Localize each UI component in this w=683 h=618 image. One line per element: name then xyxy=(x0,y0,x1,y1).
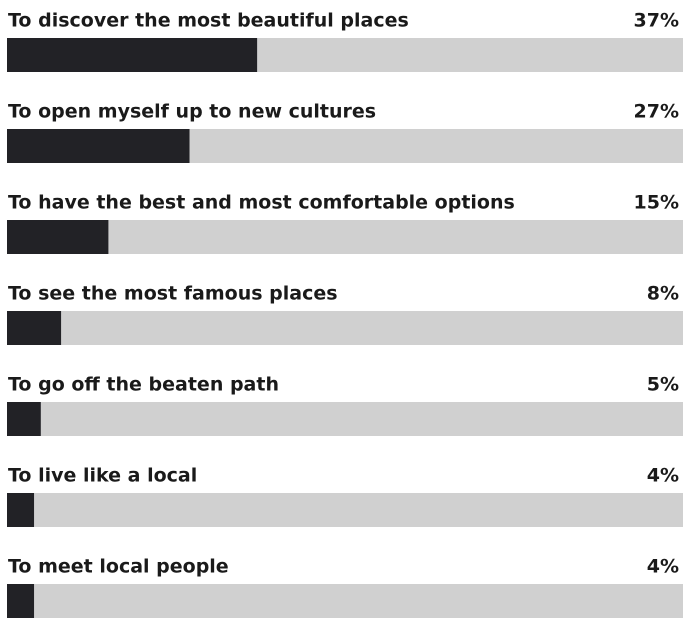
bar-track xyxy=(7,311,683,345)
bar-label: To discover the most beautiful places xyxy=(8,10,409,32)
bar xyxy=(7,311,62,345)
bar-label: To meet local people xyxy=(8,556,229,578)
bar-label: To see the most famous places xyxy=(8,283,338,305)
bar xyxy=(7,493,35,527)
bar-label: To go off the beaten path xyxy=(8,374,279,396)
bar-track xyxy=(7,220,683,254)
value-label: 5% xyxy=(647,374,679,396)
bar-label: To open myself up to new cultures xyxy=(8,101,376,123)
value-label: 4% xyxy=(647,465,679,487)
bar xyxy=(7,38,258,72)
bar-track xyxy=(7,584,683,618)
value-label: 8% xyxy=(647,283,679,305)
value-label: 37% xyxy=(634,10,679,32)
value-label: 4% xyxy=(647,556,679,578)
bar xyxy=(7,584,35,618)
bar xyxy=(7,402,41,436)
bar xyxy=(7,220,109,254)
bar xyxy=(7,129,190,163)
bar-label: To live like a local xyxy=(8,465,197,487)
value-label: 15% xyxy=(634,192,679,214)
bar-track xyxy=(7,402,683,436)
bar-label: To have the best and most comfortable op… xyxy=(8,192,515,214)
value-label: 27% xyxy=(634,101,679,123)
bar-track xyxy=(7,493,683,527)
